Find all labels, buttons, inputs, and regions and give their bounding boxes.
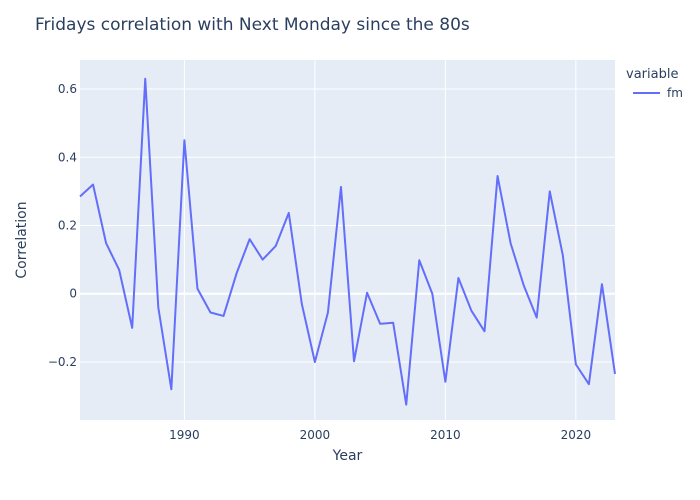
legend-label-fm: fm [667, 86, 683, 100]
data-point[interactable] [234, 270, 240, 276]
data-point[interactable] [299, 301, 305, 307]
y-tick-label: 0.2 [58, 218, 77, 232]
data-point[interactable] [194, 286, 200, 292]
gridlines [80, 60, 615, 420]
data-point[interactable] [612, 371, 618, 377]
y-tick-label: −0.2 [48, 355, 77, 369]
y-axis-title: Correlation [14, 201, 30, 278]
data-point[interactable] [599, 281, 605, 287]
data-point[interactable] [547, 188, 553, 194]
data-point[interactable] [573, 361, 579, 367]
data-point[interactable] [260, 257, 266, 263]
data-point[interactable] [221, 313, 227, 319]
data-point[interactable] [442, 379, 448, 385]
data-point[interactable] [482, 328, 488, 334]
data-point[interactable] [103, 240, 109, 246]
data-point[interactable] [207, 310, 213, 316]
x-axis-ticks: 1990 2000 2010 2020 [169, 428, 591, 442]
x-tick-label: 2010 [430, 428, 461, 442]
y-tick-label: 0.6 [58, 82, 77, 96]
data-point[interactable] [325, 310, 331, 316]
data-point[interactable] [455, 275, 461, 281]
data-point[interactable] [273, 243, 279, 249]
data-point[interactable] [586, 381, 592, 387]
data-point[interactable] [390, 320, 396, 326]
data-point[interactable] [429, 291, 435, 297]
data-point[interactable] [155, 304, 161, 310]
x-tick-label: 2020 [561, 428, 592, 442]
data-point[interactable] [534, 315, 540, 321]
data-point[interactable] [560, 252, 566, 258]
x-tick-label: 2000 [300, 428, 331, 442]
data-point[interactable] [90, 182, 96, 188]
data-point[interactable] [403, 402, 409, 408]
y-tick-label: 0.4 [58, 150, 77, 164]
data-point[interactable] [468, 308, 474, 314]
y-tick-label: 0 [69, 287, 77, 301]
data-point[interactable] [377, 321, 383, 327]
data-point[interactable] [181, 137, 187, 143]
data-point[interactable] [116, 267, 122, 273]
x-tick-label: 1990 [169, 428, 200, 442]
data-point[interactable] [364, 290, 370, 296]
data-point[interactable] [312, 359, 318, 365]
data-point[interactable] [77, 193, 83, 199]
data-point[interactable] [142, 76, 148, 82]
series-layer [77, 76, 618, 408]
data-point[interactable] [338, 184, 344, 190]
data-point[interactable] [508, 240, 514, 246]
data-point[interactable] [416, 257, 422, 263]
data-point[interactable] [286, 210, 292, 216]
x-axis-title: Year [332, 448, 363, 464]
y-axis-ticks: −0.2 0 0.2 0.4 0.6 [48, 82, 77, 369]
data-point[interactable] [247, 236, 253, 242]
legend[interactable]: variable fm [626, 67, 683, 100]
series-line-fm[interactable] [79, 77, 616, 406]
data-point[interactable] [521, 282, 527, 288]
data-point[interactable] [495, 173, 501, 179]
data-point[interactable] [168, 386, 174, 392]
data-point[interactable] [351, 358, 357, 364]
chart-title: Fridays correlation with Next Monday sin… [35, 15, 470, 35]
legend-title: variable [626, 67, 678, 82]
data-point[interactable] [129, 325, 135, 331]
plot-area [80, 60, 615, 420]
